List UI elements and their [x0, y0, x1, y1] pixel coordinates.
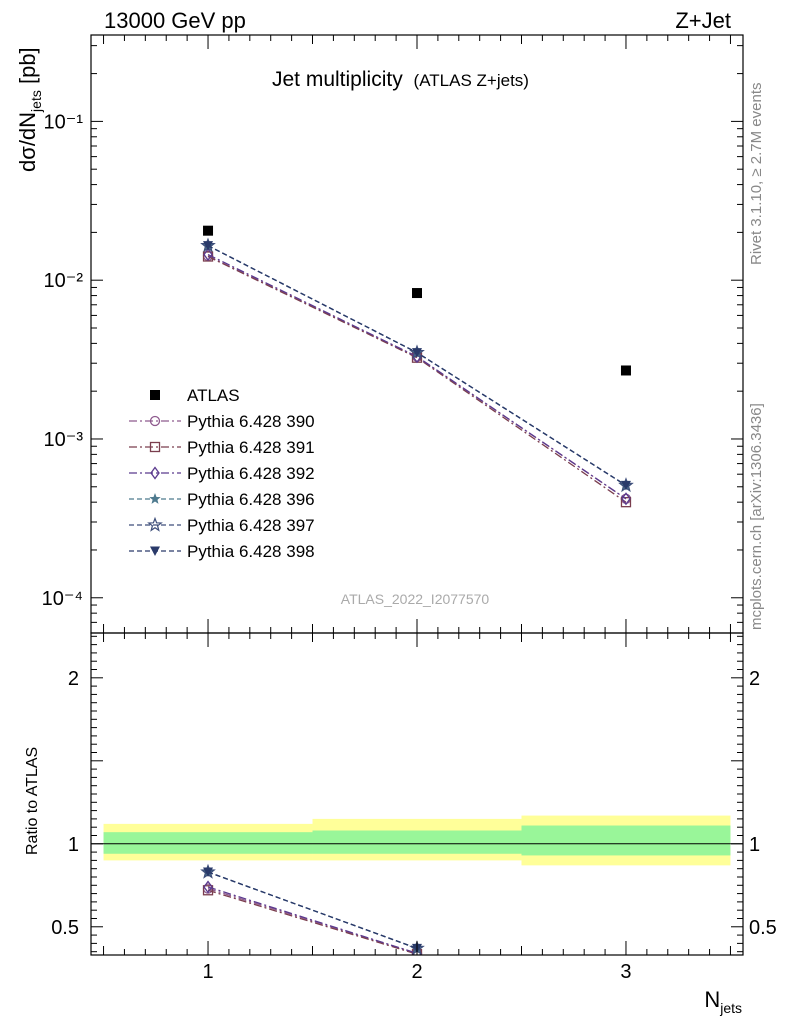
y-tick-label-main: 10⁻³ [44, 429, 84, 451]
legend-label-3: Pythia 6.428 392 [187, 464, 315, 483]
ratio-series [200, 863, 425, 955]
legend-label-2: Pythia 6.428 391 [187, 438, 315, 457]
main-series [200, 225, 634, 508]
legend-marker-5 [147, 516, 163, 532]
ratio-marker-6-1 [203, 867, 214, 878]
y-axis-label-main: dσ/dNjets [pb] [15, 47, 44, 172]
ratio-series-line-6 [207, 871, 418, 949]
data-point-6-2 [412, 348, 422, 358]
legend-marker-1 [149, 415, 161, 427]
x-axis-label: Njets [704, 987, 742, 1016]
y-tick-label-ratio-left: 0.5 [51, 917, 79, 939]
legend-label-0: ATLAS [187, 386, 240, 405]
y-axis-label-ratio: Ratio to ATLAS [24, 747, 41, 855]
y-tick-label-main: 10⁻¹ [44, 111, 84, 133]
chart-title-suffix: (ATLAS Z+jets) [414, 71, 529, 90]
y-tick-label-ratio-right: 0.5 [749, 917, 777, 939]
side-text-top: Rivet 3.1.10, ≥ 2.7M events [748, 83, 765, 266]
legend-marker-4 [149, 493, 161, 504]
legend-marker-2 [149, 441, 161, 453]
ratio-marker-2-1 [202, 885, 214, 896]
ratio-series-line-3 [207, 886, 418, 954]
legend-marker-3 [150, 466, 160, 480]
x-tick-label: 2 [411, 961, 422, 983]
legend-label-4: Pythia 6.428 396 [187, 490, 315, 509]
y-tick-label-ratio-right: 2 [749, 668, 760, 690]
legend-label-1: Pythia 6.428 390 [187, 412, 315, 431]
ratio-series-line-2 [207, 889, 418, 955]
ratio-band-inner-3 [521, 825, 731, 856]
data-point-atlas-1 [203, 225, 214, 236]
legend-marker-6 [150, 546, 160, 556]
chart-title: Jet multiplicity (ATLAS Z+jets) [272, 68, 529, 91]
ratio-band-inner-1 [103, 832, 313, 854]
series-line-3 [207, 253, 627, 500]
data-point-2-3 [620, 497, 632, 508]
x-tick-label: 3 [620, 961, 631, 983]
axes: 10⁻⁴ 10⁻³ 10⁻² 10⁻¹ 0.5 0.5 1 1 2 2 1 2 3 [42, 34, 777, 983]
ratio-frame [90, 632, 744, 956]
legend-label-5: Pythia 6.428 397 [187, 516, 315, 535]
data-point-6-1 [203, 241, 214, 251]
side-text-bottom: mcplots.cern.ch [arXiv:1306.3436] [748, 403, 765, 630]
ratio-marker-3-1 [203, 880, 213, 894]
watermark: ATLAS_2022_I2077570 [341, 591, 490, 607]
header-right: Z+Jet [675, 8, 731, 33]
ratio-band-inner-2 [312, 830, 522, 854]
header-left: 13000 GeV pp [104, 8, 246, 33]
legend-label-6: Pythia 6.428 398 [187, 542, 315, 561]
y-tick-label-main: 10⁻² [44, 270, 84, 292]
data-point-3-3 [621, 492, 631, 506]
legend-marker-atlas [150, 390, 160, 400]
legend: ATLAS Pythia 6.428 390 Pythia 6.428 391 Pyt… [129, 386, 315, 561]
data-point-6-3 [620, 480, 631, 491]
chart-title-main: Jet multiplicity [272, 68, 403, 91]
data-point-3-1 [203, 247, 213, 262]
ratio-series-line-1 [207, 887, 418, 954]
x-tick-label: 1 [202, 961, 213, 983]
data-point-atlas-2 [412, 288, 422, 299]
ratio-panel [91, 815, 743, 866]
y-tick-label-main: 10⁻⁴ [42, 588, 83, 610]
y-tick-label-ratio-left: 2 [68, 668, 79, 690]
series-line-2 [207, 255, 627, 503]
data-point-atlas-3 [620, 365, 631, 376]
y-tick-label-ratio-right: 1 [749, 834, 760, 856]
y-tick-label-ratio-left: 1 [68, 834, 79, 856]
